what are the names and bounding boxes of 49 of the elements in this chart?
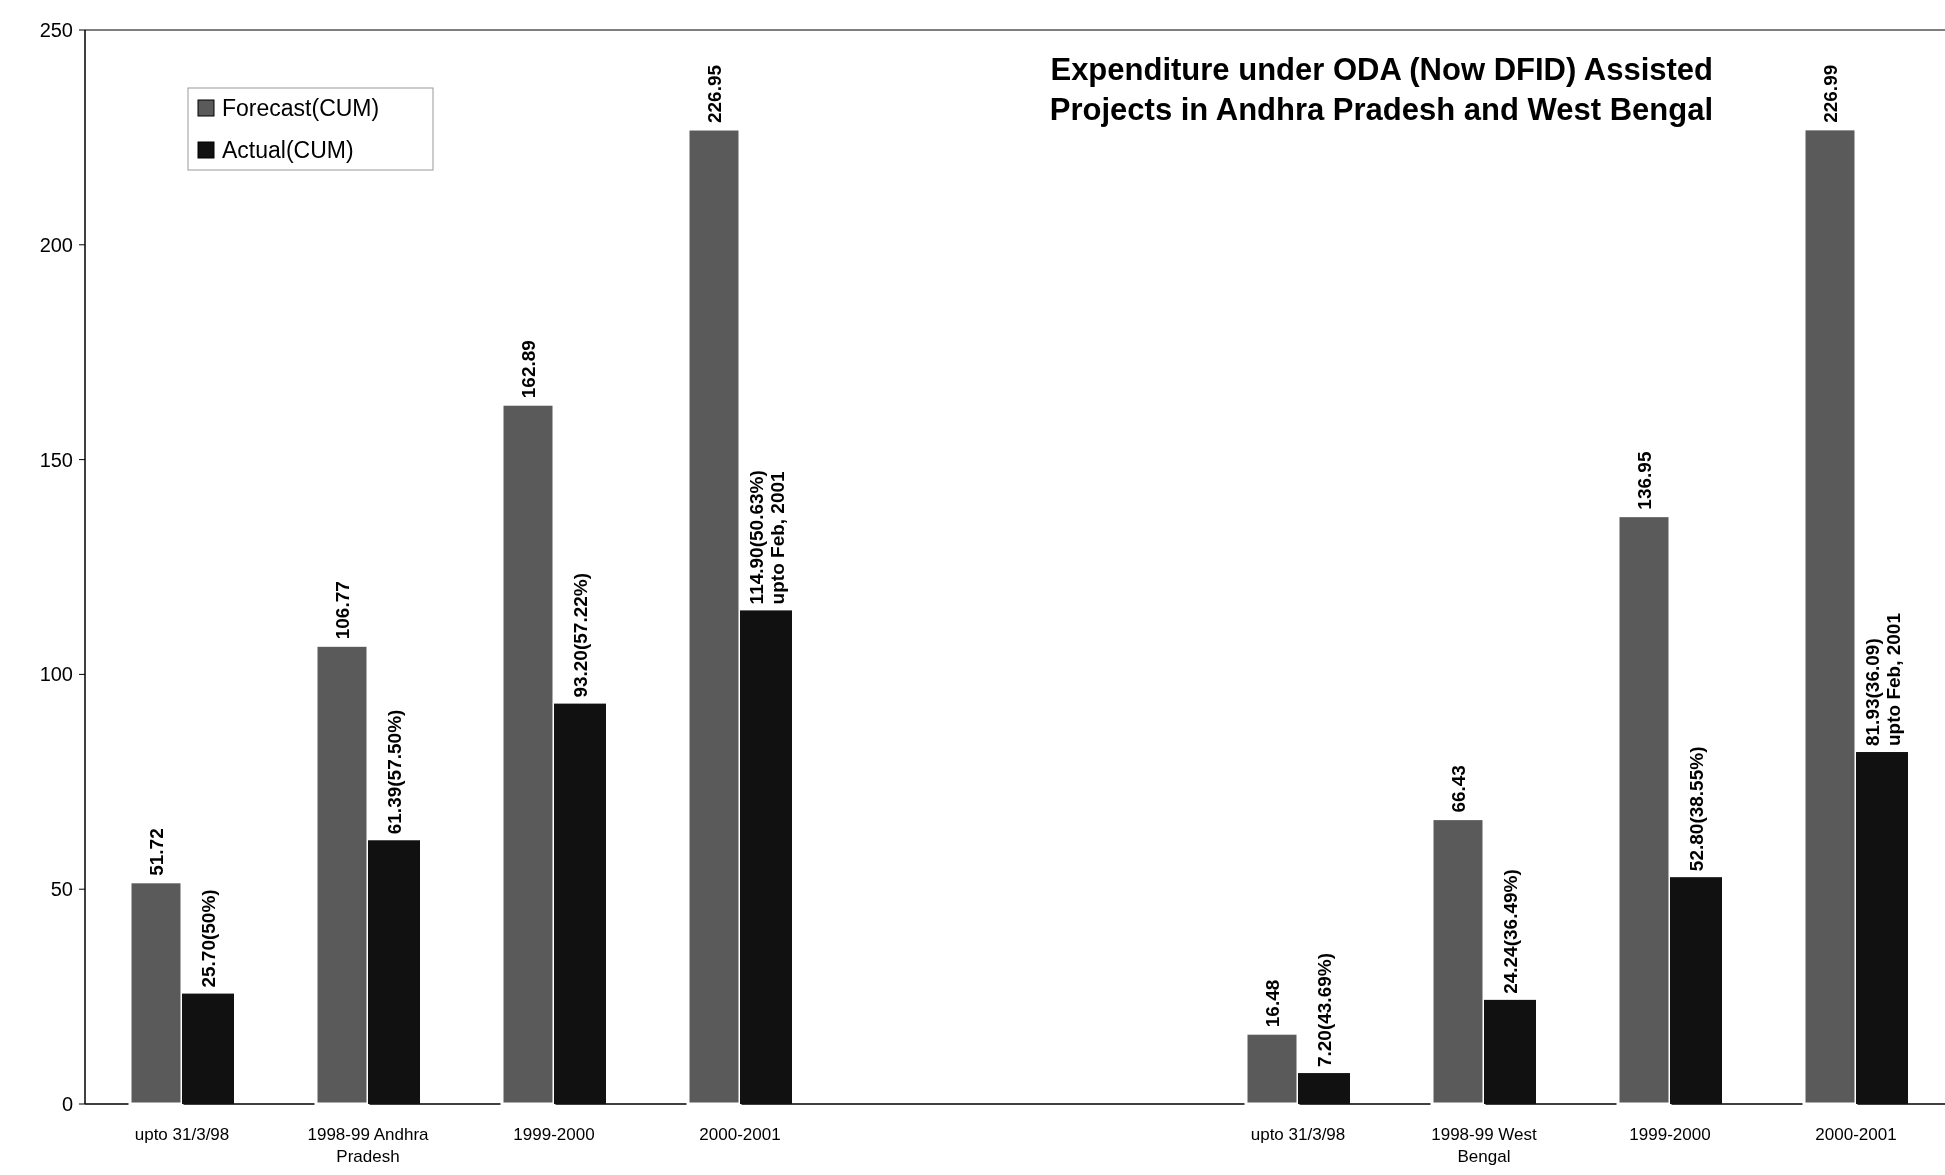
- bar: [1484, 999, 1536, 1104]
- y-tick-label: 200: [39, 233, 73, 256]
- data-label: 136.95: [1633, 451, 1655, 510]
- bar: [1616, 514, 1672, 1106]
- bar: [1856, 752, 1908, 1104]
- y-tick-label: 100: [39, 663, 73, 686]
- bar: [500, 402, 556, 1106]
- data-label: 226.99: [1819, 64, 1841, 123]
- bar: [1244, 1031, 1300, 1106]
- x-tick-label: 2000-2001: [699, 1125, 781, 1144]
- x-tick-label: 1999-2000: [1629, 1125, 1711, 1144]
- data-label: 162.89: [517, 340, 539, 399]
- bar: [128, 880, 184, 1106]
- data-label: 106.77: [331, 581, 353, 640]
- y-tick-label: 0: [61, 1093, 73, 1115]
- x-tick-label: 1998-99 West Bengal: [1431, 1125, 1538, 1167]
- y-tick-label: 50: [50, 878, 73, 901]
- bar: [686, 127, 742, 1106]
- x-tick-label: 1999-2000: [513, 1125, 595, 1144]
- x-tick-label: upto 31/3/98: [1250, 1125, 1346, 1144]
- text: Expenditure under ODA (Now DFID) Assisted Projects in Andhra Pradesh and West Bengal: [1049, 52, 1713, 127]
- bar: [1670, 877, 1722, 1104]
- x-tick-label: upto 31/3/98: [134, 1125, 230, 1144]
- data-label: 24.24(36.49%): [1499, 869, 1521, 994]
- bar: [1802, 127, 1858, 1106]
- data-label: 93.20(57.22%): [569, 572, 591, 698]
- x-tick-label: 1998-99 Andhra Pradesh: [307, 1125, 430, 1167]
- data-label: 114.90(50.63%) upto Feb, 2001: [745, 470, 788, 605]
- bar: [182, 993, 234, 1104]
- bar: [1430, 817, 1486, 1106]
- data-label: 7.20(43.69%): [1313, 952, 1335, 1068]
- data-label: 226.95: [703, 64, 725, 124]
- data-label: 81.93(36.09) upto Feb, 2001: [1861, 612, 1904, 747]
- data-label: 25.70(50%): [197, 889, 219, 988]
- bar: [740, 610, 792, 1104]
- data-label: 66.43: [1447, 765, 1469, 813]
- bar: [314, 643, 370, 1106]
- y-tick-label: 150: [39, 448, 73, 471]
- y-tick-label: 250: [39, 19, 73, 41]
- legend-label: Forecast(CUM): [222, 95, 380, 122]
- bar: [368, 840, 420, 1104]
- bar: [1298, 1073, 1350, 1104]
- x-tick-label: 2000-2001: [1815, 1125, 1897, 1144]
- legend-label: Actual(CUM): [222, 137, 354, 164]
- data-label: 51.72: [145, 828, 167, 876]
- bar: [554, 703, 606, 1104]
- data-label: 52.80(38.55%): [1685, 746, 1707, 872]
- data-label: 61.39(57.50%): [383, 709, 405, 835]
- data-label: 16.48: [1261, 979, 1283, 1028]
